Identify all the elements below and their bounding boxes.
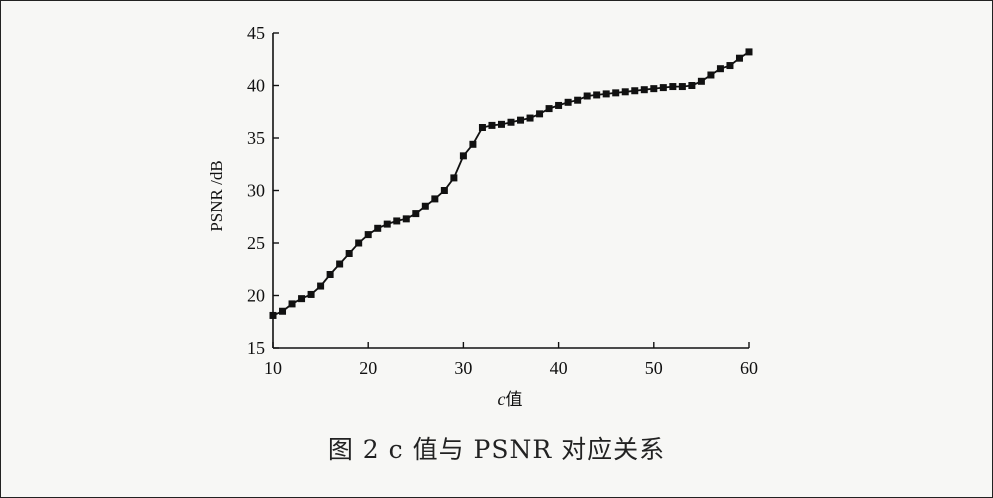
data-point (593, 91, 601, 99)
data-point (517, 116, 525, 124)
data-point (659, 84, 667, 92)
data-point (621, 88, 629, 96)
y-tick-label: 30 (247, 181, 265, 201)
data-point (507, 118, 515, 126)
data-point (440, 187, 448, 194)
y-axis-label: PSNR /dB (207, 160, 226, 231)
data-point (307, 290, 315, 298)
data-point (402, 215, 410, 223)
chart-axes (272, 33, 749, 349)
data-point (735, 54, 743, 62)
x-tick-label: 60 (740, 358, 758, 378)
series-line (272, 51, 750, 317)
x-tick-label: 40 (550, 358, 568, 378)
data-point (269, 311, 277, 319)
data-point (459, 152, 467, 160)
y-tick-label: 25 (247, 233, 265, 253)
x-tick-label: 30 (454, 358, 472, 378)
x-tick-label: 50 (645, 358, 663, 378)
data-point (279, 307, 287, 315)
data-point (574, 96, 582, 104)
data-point (326, 271, 334, 278)
data-point (545, 105, 553, 113)
data-point (526, 114, 534, 122)
data-point (716, 65, 724, 73)
data-point (317, 282, 325, 290)
data-point (450, 174, 458, 182)
data-point (488, 121, 496, 129)
data-point (469, 140, 477, 148)
x-tick-label: 20 (359, 358, 377, 378)
data-point (383, 220, 391, 228)
data-point (478, 124, 486, 131)
data-point (745, 48, 753, 56)
y-tick-label: 40 (247, 76, 265, 96)
data-point (364, 231, 372, 239)
data-point (631, 87, 639, 95)
data-point (650, 85, 658, 93)
data-point (497, 120, 505, 128)
data-point (298, 295, 306, 303)
data-point (421, 202, 429, 210)
data-point (707, 71, 715, 79)
data-point (612, 89, 620, 97)
data-point (345, 250, 353, 257)
data-point (602, 90, 610, 98)
y-tick-label: 35 (247, 128, 265, 148)
series-markers (269, 48, 753, 319)
data-point (555, 101, 563, 109)
frame-left-border (0, 0, 1, 498)
data-point (431, 195, 439, 203)
data-point (640, 86, 648, 94)
frame-top-border (0, 0, 993, 1)
data-point (336, 260, 344, 268)
x-axis-label-suffix: 值 (506, 390, 523, 410)
y-tick-label: 15 (247, 338, 265, 358)
x-ticks: 10 20 30 40 50 60 (264, 342, 758, 378)
data-point (697, 77, 705, 85)
x-axis-label-variable: c (498, 389, 506, 409)
x-axis-label: c值 (498, 389, 523, 410)
data-point (564, 98, 572, 106)
data-point (678, 83, 686, 91)
x-tick-label: 10 (264, 358, 282, 378)
data-point (726, 62, 734, 70)
data-point (393, 217, 401, 225)
y-ticks: 15 20 25 30 35 40 45 (247, 23, 279, 358)
data-point (355, 239, 363, 247)
data-point (412, 210, 420, 218)
figure-caption: 图 2 c 值与 PSNR 对应关系 (327, 435, 666, 464)
y-tick-label: 45 (247, 23, 265, 43)
data-point (288, 300, 296, 308)
data-point (688, 82, 696, 89)
data-point (374, 224, 382, 232)
data-point (669, 83, 677, 91)
data-point (583, 92, 591, 100)
data-point (536, 110, 544, 118)
y-tick-label: 20 (247, 286, 265, 306)
